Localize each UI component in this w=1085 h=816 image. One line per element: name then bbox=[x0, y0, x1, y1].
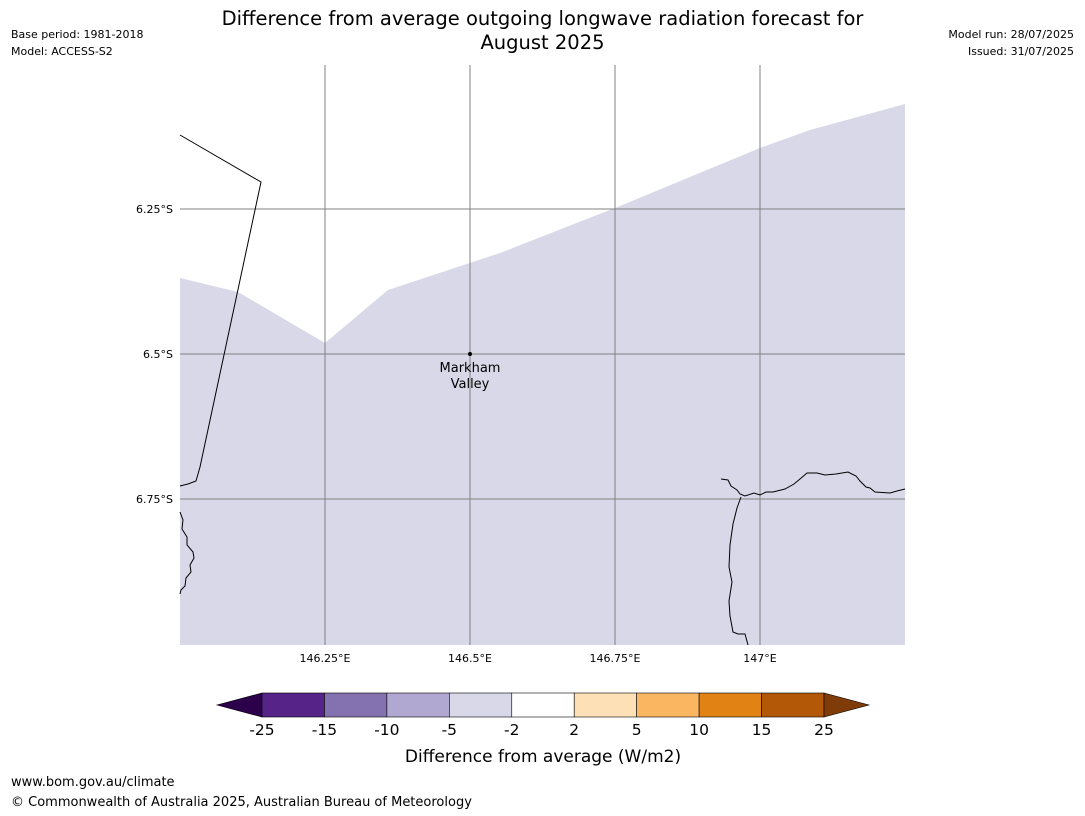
colorbar-title: Difference from average (W/m2) bbox=[405, 747, 681, 767]
title-line-2: August 2025 bbox=[480, 31, 605, 54]
anomaly-shaded-region bbox=[180, 104, 905, 645]
province-border-line bbox=[179, 134, 262, 487]
colorbar-segment bbox=[511, 692, 575, 718]
metadata-left: Base period: 1981-2018 Model: ACCESS-S2 bbox=[11, 26, 143, 60]
west-coastline bbox=[179, 511, 195, 595]
map-panel: Markham Valley 146.25°E 146.5°E 146.75°E 14… bbox=[136, 65, 906, 665]
colorbar-over-arrow bbox=[823, 692, 871, 718]
longitude-tick-label: 147°E bbox=[743, 652, 776, 665]
colorbar-under-arrow bbox=[215, 692, 263, 718]
colorbar-tick-label: -25 bbox=[249, 721, 274, 739]
colorbar-segment bbox=[636, 692, 700, 718]
chart-title: Difference from average outgoing longwav… bbox=[0, 7, 1085, 55]
model-text: Model: ACCESS-S2 bbox=[11, 45, 113, 58]
colorbar-segment bbox=[761, 692, 825, 718]
colorbar-segment bbox=[449, 692, 513, 718]
place-label-line2: Valley bbox=[451, 377, 490, 392]
metadata-right: Model run: 28/07/2025 Issued: 31/07/2025 bbox=[948, 26, 1074, 60]
latitude-tick-label: 6.25°S bbox=[136, 203, 173, 216]
colorbar-tick-label: 5 bbox=[632, 721, 642, 739]
latitude-tick-label: 6.75°S bbox=[136, 493, 173, 506]
colorbar-segment bbox=[573, 692, 637, 718]
colorbar-tick-label: 15 bbox=[752, 721, 772, 739]
longitude-tick-label: 146.75°E bbox=[590, 652, 641, 665]
colorbar-tick-label: 10 bbox=[689, 721, 709, 739]
latitude-tick-label: 6.5°S bbox=[143, 348, 173, 361]
footer-copyright: © Commonwealth of Australia 2025, Austra… bbox=[11, 795, 472, 810]
gridlines bbox=[180, 65, 905, 645]
longitude-labels: 146.25°E 146.5°E 146.75°E 147°E bbox=[300, 652, 777, 665]
colorbar-tick-label: -10 bbox=[374, 721, 399, 739]
colorbar-segment bbox=[698, 692, 762, 718]
title-line-1: Difference from average outgoing longwav… bbox=[221, 7, 864, 30]
colorbar-tick-label: 25 bbox=[814, 721, 834, 739]
colorbar-segment bbox=[261, 692, 325, 718]
coastlines bbox=[179, 134, 906, 646]
colorbar-segment bbox=[386, 692, 450, 718]
longitude-tick-label: 146.5°E bbox=[448, 652, 492, 665]
latitude-labels: 6.25°S 6.5°S 6.75°S bbox=[136, 203, 173, 506]
river-line bbox=[728, 496, 749, 646]
base-period-text: Base period: 1981-2018 bbox=[11, 28, 144, 41]
colorbar-tick-label: -15 bbox=[312, 721, 337, 739]
colorbar-tick-label: 2 bbox=[569, 721, 579, 739]
issued-text: Issued: 31/07/2025 bbox=[967, 45, 1074, 58]
east-coastline bbox=[720, 471, 906, 497]
place-marker bbox=[468, 352, 472, 356]
colorbar-segment bbox=[324, 692, 388, 718]
longitude-tick-label: 146.25°E bbox=[300, 652, 351, 665]
place-label-line1: Markham bbox=[440, 361, 501, 376]
model-run-text: Model run: 28/07/2025 bbox=[948, 28, 1074, 41]
colorbar-tick-label: -5 bbox=[442, 721, 457, 739]
footer-url[interactable]: www.bom.gov.au/climate bbox=[11, 775, 175, 790]
colorbar-tick-label: -2 bbox=[504, 721, 519, 739]
colorbar: -25 -15 -10 -5 -2 2 5 10 15 25 bbox=[215, 692, 871, 739]
